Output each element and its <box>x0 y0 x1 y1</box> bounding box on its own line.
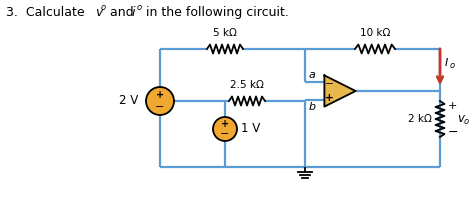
Text: 10 kΩ: 10 kΩ <box>360 28 390 38</box>
Polygon shape <box>324 75 356 107</box>
Text: b: b <box>309 102 316 112</box>
Text: i: i <box>132 6 136 19</box>
Text: −: − <box>325 79 334 89</box>
Text: 3.  Calculate: 3. Calculate <box>6 6 89 19</box>
Text: 2 kΩ: 2 kΩ <box>408 114 432 124</box>
Text: +: + <box>448 101 457 111</box>
Text: 2 V: 2 V <box>119 95 138 108</box>
Text: o: o <box>101 3 106 12</box>
Text: o: o <box>464 118 469 127</box>
Text: 1 V: 1 V <box>241 122 260 136</box>
Text: and: and <box>106 6 137 19</box>
Text: o: o <box>137 3 142 12</box>
Text: −: − <box>155 102 164 112</box>
Text: v: v <box>95 6 102 19</box>
Circle shape <box>146 87 174 115</box>
Text: I: I <box>445 58 448 68</box>
Text: +: + <box>156 90 164 100</box>
Text: v: v <box>457 113 464 125</box>
Circle shape <box>213 117 237 141</box>
Text: +: + <box>325 93 334 103</box>
Text: 5 kΩ: 5 kΩ <box>213 28 237 38</box>
Text: o: o <box>450 60 455 69</box>
Text: a: a <box>309 70 316 80</box>
Text: in the following circuit.: in the following circuit. <box>142 6 289 19</box>
Text: −: − <box>448 125 458 138</box>
Text: +: + <box>221 119 229 129</box>
Text: 2.5 kΩ: 2.5 kΩ <box>230 80 264 90</box>
Text: −: − <box>220 129 230 140</box>
